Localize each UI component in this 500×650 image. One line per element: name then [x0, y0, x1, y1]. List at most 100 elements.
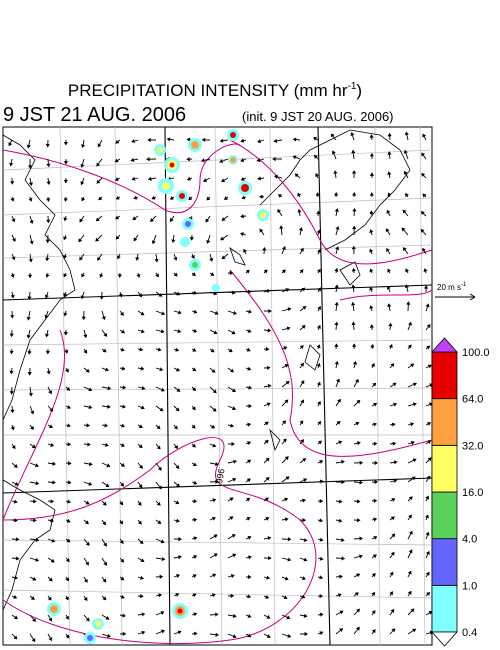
wind-arrow-head: [151, 195, 156, 200]
wind-arrow-head: [88, 481, 93, 486]
wind-arrow-head: [302, 306, 307, 310]
wind-arrow-head: [352, 225, 357, 230]
wind-arrow-head: [159, 574, 164, 579]
title-superscript: -1: [348, 81, 357, 92]
wind-arrow-head: [8, 142, 13, 147]
wind-arrow-head: [186, 137, 191, 142]
wind-arrow-head: [301, 287, 306, 292]
wind-arrow-head: [240, 232, 244, 237]
wind-arrow-head: [85, 561, 89, 566]
wind-arrow-head: [352, 192, 357, 196]
colorbar-label: 1.0: [462, 580, 477, 592]
wind-arrow-head: [151, 240, 156, 245]
wind-arrow-head: [300, 247, 304, 252]
wind-arrow-head: [115, 195, 120, 200]
wind-arrow-head: [190, 254, 195, 260]
wind-arrow-head: [319, 575, 324, 580]
wind-arrow-head: [66, 405, 71, 409]
wind-arrow-head: [356, 499, 361, 504]
wind-arrow-head: [232, 634, 237, 639]
colorbar-label: 100.0: [462, 347, 490, 359]
wind-arrow-head: [356, 573, 361, 578]
wind-arrow-head: [169, 217, 174, 222]
wind-arrow-head: [133, 195, 138, 200]
wind-arrow-head: [64, 350, 69, 354]
wind-arrow-head: [147, 176, 152, 181]
wind-arrow-head: [67, 442, 72, 447]
wind-arrow-head: [140, 311, 145, 316]
wind-arrow-head: [387, 303, 392, 308]
wind-arrow-head: [334, 321, 339, 326]
wind-arrow-head: [120, 443, 125, 447]
wind-arrow-head: [319, 631, 324, 636]
wind-arrow-head: [66, 518, 71, 523]
wind-arrow-head: [410, 363, 415, 368]
wind-arrow-head: [103, 332, 108, 337]
wind-arrow-head: [96, 179, 101, 184]
wind-arrow-head: [63, 331, 68, 336]
wind-arrow-head: [297, 208, 302, 213]
wind-arrow-head: [359, 536, 363, 541]
wind-arrow-head: [140, 405, 145, 410]
wind-arrow-head: [352, 360, 358, 365]
wind-legend: 20 m s-1: [435, 282, 476, 301]
wind-arrow-head: [175, 518, 180, 523]
wind-arrow-head: [341, 479, 345, 485]
wind-arrow-head: [355, 378, 359, 383]
wind-arrow-head: [369, 152, 375, 157]
wind-arrow-head: [176, 388, 181, 392]
precip-cells: [47, 129, 269, 644]
wind-arrow-head: [282, 420, 287, 425]
wind-arrow-head: [166, 137, 171, 142]
wind-arrow-head: [209, 257, 214, 262]
wind-arrow-head: [350, 132, 355, 136]
colorbar-label: 32.0: [462, 440, 483, 452]
wind-arrow-head: [83, 597, 88, 602]
wind-arrow-head: [340, 537, 345, 543]
wind-arrow-head: [286, 615, 291, 620]
wind-arrow-head: [13, 499, 18, 504]
wind-arrow-head: [247, 441, 252, 446]
colorbar-segment: [431, 351, 458, 400]
wind-arrow-head: [248, 385, 253, 390]
wind-legend-head: [469, 293, 476, 301]
wind-arrow-head: [421, 172, 426, 177]
wind-arrow-head: [408, 549, 413, 554]
wind-arrow-head: [369, 324, 374, 328]
wind-arrow-head: [389, 591, 393, 596]
wind-arrow-head: [171, 239, 176, 244]
wind-arrow-head: [83, 334, 88, 339]
wind-arrow-head: [231, 534, 236, 538]
wind-arrow-head: [230, 593, 235, 598]
wind-arrow-head: [120, 463, 125, 467]
wind-arrow-head: [247, 614, 252, 618]
wind-arrow-head: [97, 143, 102, 148]
wind-arrow-head: [161, 556, 166, 562]
wind-arrow-head: [246, 497, 251, 502]
wind-arrow-head: [11, 445, 16, 450]
wind-arrow-head: [14, 575, 19, 580]
wind-arrow-head: [65, 634, 70, 639]
wind-arrow-head: [233, 459, 238, 464]
wind-arrow-head: [339, 628, 344, 632]
wind-arrow-head: [231, 330, 236, 335]
wind-arrow-head: [221, 178, 226, 183]
map-frame: [2, 126, 433, 646]
wind-arrow-head: [63, 254, 67, 259]
wind-arrow-head: [48, 637, 53, 642]
wind-arrow-head: [14, 481, 19, 486]
wind-arrow-head: [115, 235, 120, 240]
wind-arrow-head: [79, 256, 83, 261]
wind-arrow-head: [215, 461, 219, 467]
wind-arrow-head: [45, 333, 50, 338]
wind-arrow-head: [385, 228, 390, 233]
wind-arrow-head: [137, 520, 142, 525]
wind-arrow-head: [176, 291, 181, 296]
wind-arrow-head: [408, 321, 412, 326]
wind-arrow-head: [240, 176, 245, 181]
wind-arrow-head: [316, 344, 321, 349]
wind-arrow-head: [186, 176, 191, 181]
wind-arrow-head: [106, 463, 111, 468]
wind-arrow-head: [356, 399, 361, 404]
wind-arrow-head: [131, 139, 136, 144]
